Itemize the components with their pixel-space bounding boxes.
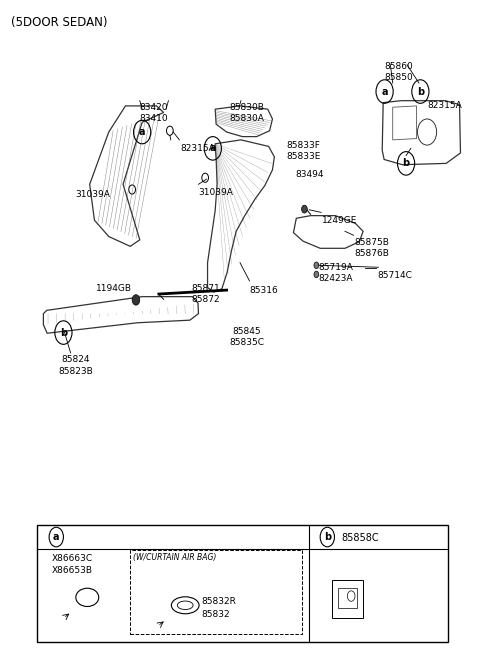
Text: b: b bbox=[60, 327, 67, 338]
Text: 85832R: 85832R bbox=[202, 597, 236, 606]
Text: 85833F
85833E: 85833F 85833E bbox=[287, 140, 321, 161]
Text: 85860
85850: 85860 85850 bbox=[384, 62, 413, 82]
Text: X86663C: X86663C bbox=[51, 554, 93, 563]
Text: 1194GB: 1194GB bbox=[96, 283, 132, 293]
Text: 85832: 85832 bbox=[202, 610, 230, 619]
Text: a: a bbox=[381, 87, 388, 96]
Text: X86653B: X86653B bbox=[51, 565, 93, 575]
Text: a: a bbox=[210, 144, 216, 154]
Text: a: a bbox=[53, 532, 60, 542]
Text: 83420
83410: 83420 83410 bbox=[140, 102, 168, 123]
Text: b: b bbox=[324, 532, 331, 542]
Text: (5DOOR SEDAN): (5DOOR SEDAN) bbox=[11, 16, 108, 30]
Text: 83494: 83494 bbox=[296, 170, 324, 179]
Circle shape bbox=[132, 295, 140, 305]
Text: 85316: 85316 bbox=[250, 285, 278, 295]
Text: 85830B
85830A: 85830B 85830A bbox=[230, 102, 264, 123]
Text: 82423A: 82423A bbox=[319, 274, 353, 283]
Text: 85719A: 85719A bbox=[319, 262, 354, 272]
Text: 85858C: 85858C bbox=[342, 533, 379, 543]
Text: 31039A: 31039A bbox=[75, 190, 110, 199]
Circle shape bbox=[314, 262, 319, 268]
Circle shape bbox=[301, 205, 307, 213]
Text: 1249GE: 1249GE bbox=[322, 216, 358, 224]
Text: 85871
85872: 85871 85872 bbox=[192, 283, 220, 304]
Text: 82315A: 82315A bbox=[180, 144, 215, 153]
Text: b: b bbox=[417, 87, 424, 96]
Text: 85875B
85876B: 85875B 85876B bbox=[355, 238, 389, 258]
Text: 82315A: 82315A bbox=[428, 101, 462, 110]
Text: 85845
85835C: 85845 85835C bbox=[229, 327, 264, 347]
Text: 31039A: 31039A bbox=[199, 188, 233, 197]
Text: 85824
85823B: 85824 85823B bbox=[58, 356, 93, 375]
Text: 85714C: 85714C bbox=[377, 270, 412, 279]
Circle shape bbox=[314, 271, 319, 277]
Text: b: b bbox=[403, 158, 409, 169]
Text: (W/CURTAIN AIR BAG): (W/CURTAIN AIR BAG) bbox=[133, 553, 216, 562]
Text: a: a bbox=[139, 127, 145, 137]
